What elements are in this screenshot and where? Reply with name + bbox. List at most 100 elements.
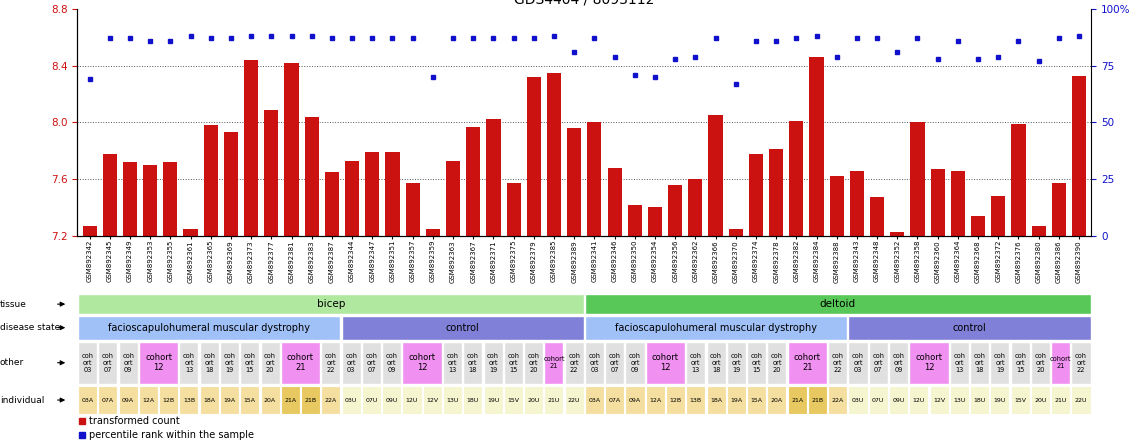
Text: coh
ort
09: coh ort 09: [122, 353, 134, 373]
Text: coh
ort
13: coh ort 13: [183, 353, 195, 373]
Bar: [669, 185, 682, 236]
Text: coh
ort
19: coh ort 19: [994, 353, 1006, 373]
Text: transformed count: transformed count: [90, 416, 180, 426]
Bar: [1031, 386, 1050, 414]
Bar: [405, 183, 420, 236]
Bar: [565, 386, 583, 414]
Bar: [972, 216, 985, 236]
Bar: [1072, 75, 1087, 236]
Text: 12A: 12A: [142, 397, 155, 403]
Bar: [1051, 183, 1066, 236]
Bar: [585, 316, 847, 340]
Text: coh
ort
03: coh ort 03: [852, 353, 865, 373]
Text: 19U: 19U: [993, 397, 1006, 403]
Bar: [565, 342, 583, 384]
Text: cohort
12: cohort 12: [409, 353, 435, 373]
Bar: [261, 386, 279, 414]
Bar: [199, 342, 219, 384]
Bar: [383, 342, 401, 384]
Text: facioscapulohumeral muscular dystrophy: facioscapulohumeral muscular dystrophy: [615, 323, 817, 333]
Bar: [301, 386, 320, 414]
Bar: [625, 342, 645, 384]
Text: coh
ort
09: coh ort 09: [893, 353, 904, 373]
Bar: [281, 342, 320, 384]
Bar: [706, 342, 726, 384]
Bar: [79, 386, 97, 414]
Bar: [991, 342, 1009, 384]
Bar: [929, 386, 949, 414]
Bar: [849, 342, 868, 384]
Text: individual: individual: [0, 396, 44, 404]
Text: 13U: 13U: [446, 397, 459, 403]
Bar: [402, 386, 421, 414]
Text: cohort
21: cohort 21: [794, 353, 821, 373]
Bar: [345, 161, 359, 236]
Bar: [544, 342, 564, 384]
Bar: [870, 198, 884, 236]
Bar: [849, 316, 1090, 340]
Text: coh
ort
09: coh ort 09: [629, 353, 641, 373]
Bar: [991, 196, 1006, 236]
Bar: [362, 386, 380, 414]
Text: coh
ort
22: coh ort 22: [1075, 353, 1087, 373]
Bar: [180, 386, 198, 414]
Bar: [342, 316, 583, 340]
Bar: [98, 342, 117, 384]
Text: 15V: 15V: [1014, 397, 1026, 403]
Bar: [729, 229, 743, 236]
Bar: [970, 386, 989, 414]
Text: 18U: 18U: [467, 397, 478, 403]
Text: coh
ort
03: coh ort 03: [82, 353, 93, 373]
Bar: [890, 342, 908, 384]
Bar: [79, 316, 341, 340]
Text: 22A: 22A: [831, 397, 844, 403]
Bar: [385, 152, 400, 236]
Text: 19U: 19U: [486, 397, 499, 403]
Text: coh
ort
18: coh ort 18: [710, 353, 722, 373]
Text: coh
ort
07: coh ort 07: [366, 353, 377, 373]
Bar: [261, 342, 279, 384]
Bar: [118, 342, 138, 384]
Text: 19A: 19A: [223, 397, 236, 403]
Bar: [1010, 386, 1030, 414]
Bar: [1051, 386, 1071, 414]
Bar: [909, 386, 928, 414]
Text: tissue: tissue: [0, 300, 27, 309]
Text: 15A: 15A: [751, 397, 763, 403]
Bar: [849, 386, 868, 414]
Bar: [850, 170, 865, 236]
Text: coh
ort
13: coh ort 13: [690, 353, 702, 373]
Bar: [747, 386, 767, 414]
Bar: [342, 342, 361, 384]
Text: 12U: 12U: [405, 397, 418, 403]
Bar: [240, 342, 260, 384]
Title: GDS4404 / 8093112: GDS4404 / 8093112: [514, 0, 655, 6]
Bar: [402, 342, 442, 384]
Text: coh
ort
20: coh ort 20: [771, 353, 782, 373]
Text: 22U: 22U: [1075, 397, 1088, 403]
Text: 12A: 12A: [649, 397, 662, 403]
Text: coh
ort
20: coh ort 20: [1034, 353, 1047, 373]
Bar: [950, 386, 969, 414]
Bar: [183, 229, 197, 236]
Bar: [524, 342, 543, 384]
Text: 21U: 21U: [1055, 397, 1067, 403]
Bar: [82, 226, 97, 236]
Bar: [264, 110, 278, 236]
Text: 03U: 03U: [852, 397, 865, 403]
Bar: [1051, 342, 1071, 384]
Bar: [605, 342, 624, 384]
Text: coh
ort
13: coh ort 13: [446, 353, 459, 373]
Text: coh
ort
22: coh ort 22: [568, 353, 580, 373]
Text: 03A: 03A: [82, 397, 93, 403]
Text: cohort
21: cohort 21: [543, 356, 565, 369]
Text: 09U: 09U: [892, 397, 904, 403]
Text: 03U: 03U: [345, 397, 358, 403]
Text: cohort
12: cohort 12: [916, 353, 942, 373]
Text: coh
ort
22: coh ort 22: [325, 353, 337, 373]
Bar: [144, 165, 157, 236]
Text: 22U: 22U: [568, 397, 581, 403]
Text: coh
ort
18: coh ort 18: [203, 353, 215, 373]
Text: 07U: 07U: [872, 397, 885, 403]
Text: 21A: 21A: [285, 397, 296, 403]
